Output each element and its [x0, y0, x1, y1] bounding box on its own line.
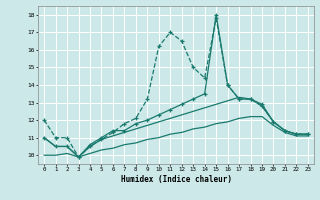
- X-axis label: Humidex (Indice chaleur): Humidex (Indice chaleur): [121, 175, 231, 184]
